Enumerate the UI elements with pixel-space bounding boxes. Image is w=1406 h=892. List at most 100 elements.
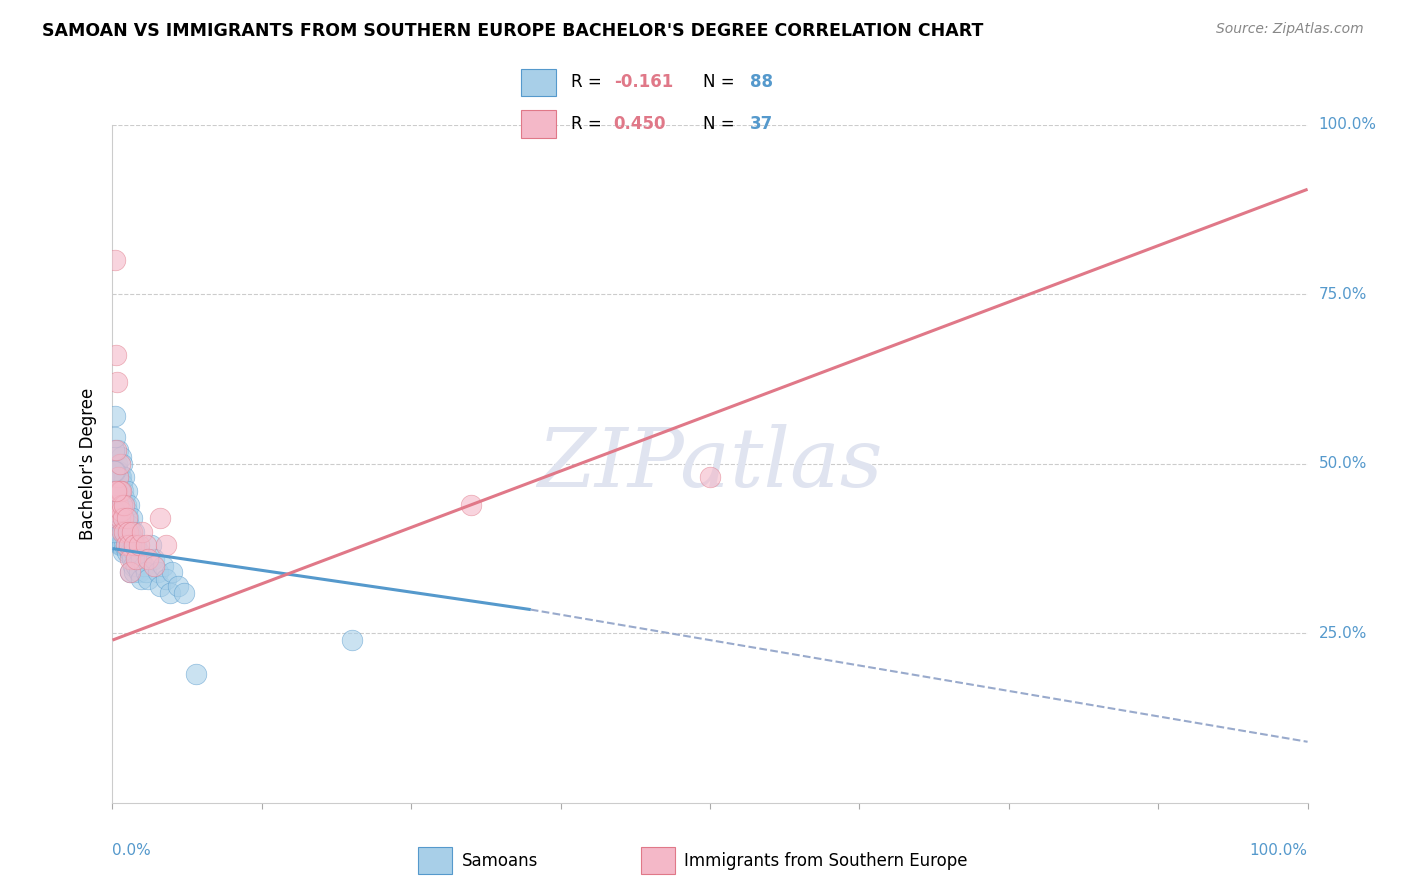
Point <box>125 551 148 566</box>
Text: R =: R = <box>571 73 607 92</box>
Point <box>112 511 135 525</box>
Point <box>108 470 131 484</box>
Point <box>115 504 138 518</box>
Point <box>108 457 131 471</box>
Point <box>105 517 128 532</box>
Point <box>108 483 131 498</box>
Point <box>103 464 125 478</box>
Text: 100.0%: 100.0% <box>1250 844 1308 858</box>
Point <box>129 551 152 566</box>
Point <box>105 511 128 525</box>
Point <box>111 477 134 491</box>
Point <box>143 558 166 573</box>
Point <box>104 409 127 424</box>
Point <box>186 667 208 681</box>
Point <box>155 572 177 586</box>
Point <box>114 538 136 552</box>
Text: 0.450: 0.450 <box>613 115 666 134</box>
Point <box>105 348 128 362</box>
Point <box>104 253 127 268</box>
FancyBboxPatch shape <box>520 111 557 138</box>
Point <box>132 558 155 573</box>
Point <box>114 511 135 525</box>
Point <box>114 470 135 484</box>
Point <box>110 511 132 525</box>
Text: Immigrants from Southern Europe: Immigrants from Southern Europe <box>685 852 967 870</box>
Text: Samoans: Samoans <box>461 852 538 870</box>
Point <box>108 511 131 525</box>
Point <box>110 538 132 552</box>
Point <box>110 491 132 505</box>
Point <box>138 572 160 586</box>
Point <box>121 511 143 525</box>
Point <box>122 566 145 580</box>
Point <box>128 545 150 559</box>
Point <box>108 491 131 505</box>
Text: R =: R = <box>571 115 607 134</box>
Point <box>114 498 135 512</box>
Point <box>125 538 148 552</box>
Point <box>112 483 135 498</box>
Point <box>135 566 157 580</box>
Point <box>117 511 139 525</box>
Point <box>131 524 153 539</box>
Text: N =: N = <box>703 115 740 134</box>
Point <box>105 483 128 498</box>
Point <box>155 538 177 552</box>
Point <box>105 376 128 390</box>
Text: SAMOAN VS IMMIGRANTS FROM SOUTHERN EUROPE BACHELOR'S DEGREE CORRELATION CHART: SAMOAN VS IMMIGRANTS FROM SOUTHERN EUROP… <box>42 22 984 40</box>
Point <box>149 511 172 525</box>
Text: 88: 88 <box>749 73 773 92</box>
Point <box>105 477 128 491</box>
Point <box>460 498 482 512</box>
Text: 75.0%: 75.0% <box>1319 287 1367 301</box>
Text: 37: 37 <box>749 115 773 134</box>
Point <box>143 551 166 566</box>
Point <box>111 538 134 552</box>
Point <box>111 498 134 512</box>
Point <box>105 443 128 458</box>
FancyBboxPatch shape <box>419 847 453 874</box>
Point <box>149 579 172 593</box>
Point <box>125 558 148 573</box>
Point <box>118 538 141 552</box>
Point <box>122 524 145 539</box>
Point <box>105 498 128 512</box>
Point <box>105 477 128 491</box>
Point <box>138 551 160 566</box>
Point <box>111 524 134 539</box>
Point <box>110 450 132 464</box>
FancyBboxPatch shape <box>520 69 557 96</box>
Point <box>118 538 141 552</box>
Point <box>162 566 183 580</box>
Point <box>699 470 721 484</box>
Point <box>117 524 139 539</box>
Point <box>121 551 143 566</box>
Point <box>122 545 145 559</box>
Text: 0.0%: 0.0% <box>112 844 152 858</box>
Text: Source: ZipAtlas.com: Source: ZipAtlas.com <box>1216 22 1364 37</box>
Point <box>117 532 139 546</box>
Point <box>114 524 135 539</box>
Point <box>110 470 132 484</box>
Text: 25.0%: 25.0% <box>1319 626 1367 640</box>
Point <box>104 504 127 518</box>
Point <box>128 538 150 552</box>
Point <box>114 538 135 552</box>
Point <box>120 524 142 539</box>
Point <box>110 504 132 518</box>
Point <box>121 558 143 573</box>
Point <box>107 498 129 512</box>
Point <box>139 538 162 552</box>
Point <box>159 585 181 599</box>
Point <box>129 572 152 586</box>
Text: 50.0%: 50.0% <box>1319 457 1367 471</box>
Point <box>120 566 142 580</box>
Point <box>107 470 129 484</box>
Point <box>152 558 174 573</box>
Point <box>111 457 134 471</box>
Point <box>120 566 142 580</box>
Text: -0.161: -0.161 <box>613 73 673 92</box>
Point <box>107 483 129 498</box>
Point <box>105 483 128 498</box>
